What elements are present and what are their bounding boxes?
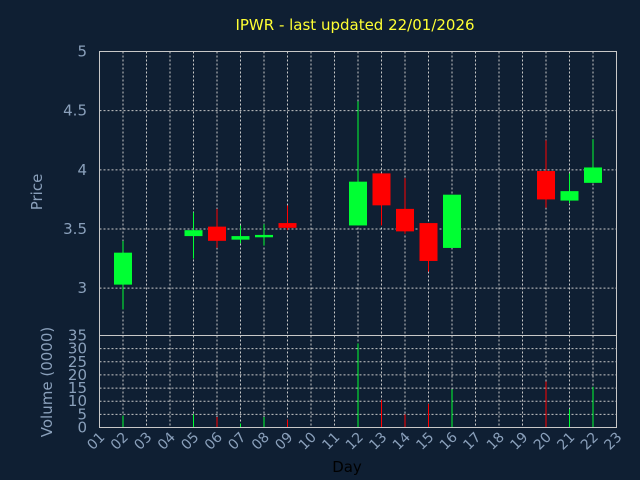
x-tick-label: 09 — [272, 430, 296, 454]
x-tick-label: 23 — [601, 430, 625, 454]
volume-tick-label: 15 — [68, 379, 87, 397]
x-tick-label: 19 — [507, 430, 531, 454]
candle — [114, 240, 132, 310]
candle-body — [372, 173, 391, 206]
volume-axis-label: Volume (0000) — [38, 327, 56, 437]
x-tick-label: 03 — [131, 430, 155, 454]
candle — [537, 140, 555, 208]
candle — [443, 194, 461, 248]
candle-body — [208, 226, 226, 241]
price-axis-label: Price — [28, 174, 46, 211]
x-tick-label: 14 — [390, 429, 414, 453]
candle — [231, 225, 250, 244]
volume-tick-label: 30 — [68, 340, 87, 358]
price-tick-label: 5 — [77, 43, 87, 61]
chart-title: IPWR - last updated 22/01/2026 — [235, 16, 474, 34]
candle — [184, 212, 203, 259]
price-y-ticks: 3 3.5 4 4.5 5 — [63, 43, 87, 298]
x-tick-label: 12 — [343, 430, 367, 454]
candle-body — [537, 171, 555, 200]
candle-body — [184, 230, 203, 237]
volume-tick-label: 35 — [68, 327, 87, 345]
price-tick-label: 4.5 — [63, 102, 87, 120]
x-axis-label: Day — [332, 458, 362, 476]
x-tick-label: 17 — [460, 430, 484, 454]
x-tick-label: 10 — [296, 430, 320, 454]
volume-bars — [122, 343, 594, 428]
x-tick-label: 22 — [578, 430, 602, 454]
price-tick-label: 3 — [77, 279, 87, 297]
x-tick-label: 08 — [249, 430, 273, 454]
candle — [372, 173, 391, 226]
candle-body — [349, 181, 367, 226]
volume-tick-label: 25 — [68, 353, 87, 371]
x-axis-ticks: 01 02 03 04 05 06 07 08 09 10 11 12 13 14 15 16 17 18 19 20… — [84, 429, 625, 453]
candle — [278, 205, 297, 231]
price-panel: 3 3.5 4 4.5 5 Price — [28, 43, 617, 336]
volume-tick-label: 0 — [77, 419, 87, 437]
candle — [396, 178, 414, 234]
candle-body — [255, 234, 273, 238]
candle — [208, 208, 226, 248]
x-tick-label: 18 — [484, 430, 508, 454]
candle-body — [231, 236, 250, 240]
x-tick-label: 20 — [531, 430, 555, 454]
candle-body — [560, 191, 579, 201]
candle-body — [278, 223, 297, 228]
candle-body — [419, 223, 438, 261]
volume-frame — [99, 335, 617, 428]
x-tick-label: 11 — [319, 430, 343, 454]
volume-tick-label: 5 — [77, 405, 87, 423]
candles — [114, 101, 602, 310]
x-tick-label: 21 — [554, 430, 578, 454]
candle-body — [114, 252, 132, 285]
candle — [419, 223, 438, 272]
x-tick-label: 04 — [155, 429, 179, 453]
x-tick-label: 01 — [84, 430, 108, 454]
candle — [349, 101, 367, 226]
candle-body — [396, 208, 414, 232]
price-tick-label: 4 — [77, 161, 87, 179]
x-tick-label: 02 — [108, 430, 132, 454]
price-tick-label: 3.5 — [63, 220, 87, 238]
candle — [560, 173, 579, 203]
candle — [584, 139, 602, 183]
x-tick-label: 13 — [366, 430, 390, 454]
candle — [255, 224, 273, 246]
x-tick-label: 15 — [413, 430, 437, 454]
candle-body — [443, 194, 461, 248]
volume-tick-label: 10 — [68, 392, 87, 410]
x-tick-label: 07 — [225, 430, 249, 454]
candle-body — [584, 167, 602, 183]
volume-tick-label: 20 — [68, 366, 87, 384]
x-tick-label: 05 — [178, 430, 202, 454]
x-tick-label: 16 — [437, 429, 461, 453]
x-tick-label: 06 — [202, 429, 226, 453]
